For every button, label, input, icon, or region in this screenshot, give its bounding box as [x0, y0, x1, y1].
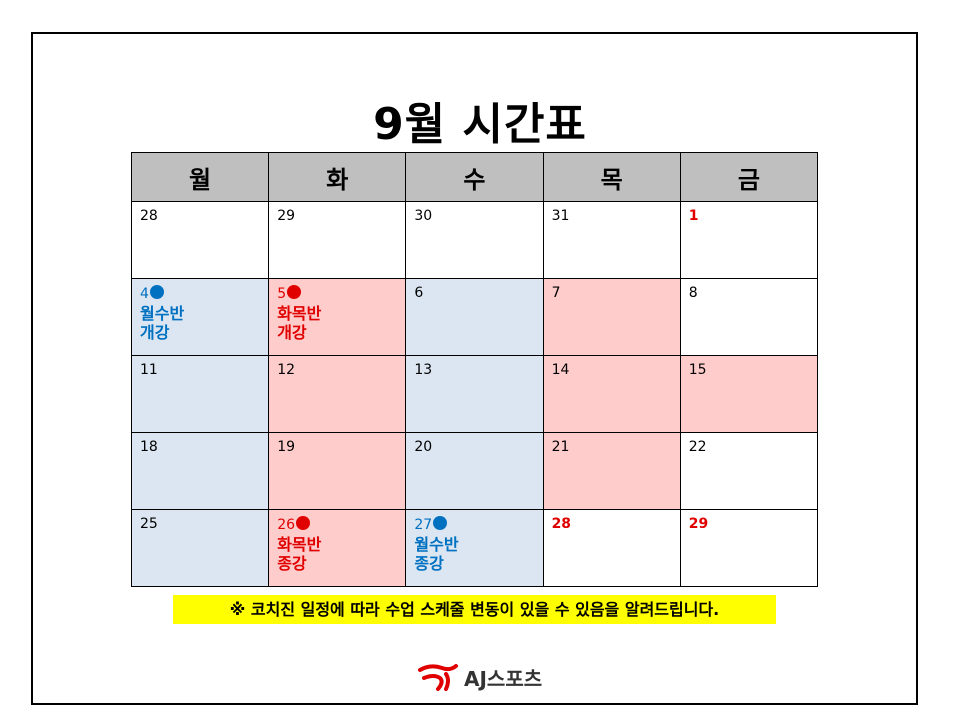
weekday-header-mon: 월 [130, 152, 270, 202]
day-number: 27 [414, 517, 433, 533]
logo-text: AJ스포츠 [464, 666, 543, 691]
day-number: 21 [551, 439, 570, 455]
day-number: 8 [688, 285, 698, 301]
blue-dot-icon [433, 516, 448, 530]
calendar-day-cell: 1 [679, 201, 819, 279]
calendar-day-cell: 7 [542, 278, 681, 356]
calendar-day-cell: 26 화목반 종강 [268, 509, 407, 587]
red-dot-icon [296, 516, 311, 530]
day-number: 1 [688, 208, 699, 224]
calendar-day-cell: 14 [542, 355, 681, 433]
day-number: 18 [140, 439, 158, 455]
weekday-header-wed: 수 [405, 152, 544, 202]
class-event-label: 화목반 [277, 303, 322, 323]
calendar-week-row: 25 26 화목반 종강 27 월수반 종강 28 29 [130, 509, 819, 587]
class-event-label: 월수반 [140, 303, 185, 323]
calendar-week-row: 11 12 13 14 15 [130, 355, 819, 433]
blue-dot-icon [149, 285, 164, 299]
day-number: 12 [277, 362, 296, 378]
calendar-day-cell: 5 화목반 개강 [268, 278, 407, 356]
calendar-day-cell: 19 [268, 432, 407, 510]
day-number: 30 [414, 208, 433, 224]
calendar-day-cell: 13 [405, 355, 544, 433]
calendar-day-cell: 15 [679, 355, 819, 433]
day-number: 22 [688, 439, 707, 455]
weekday-header-tue: 화 [268, 152, 407, 202]
schedule-calendar: 월 화 수 목 금 28 29 30 31 1 4 월수반 개강 5 화목반 개강 6 7 8 11 12 13… [130, 152, 819, 587]
weekday-header-thu: 목 [542, 152, 681, 202]
calendar-day-cell: 8 [679, 278, 819, 356]
day-number: 7 [551, 285, 561, 301]
brand-logo: AJ스포츠 [416, 660, 542, 694]
red-dot-icon [287, 285, 302, 299]
page-title: 9월 시간표 [373, 99, 587, 150]
calendar-day-cell: 4 월수반 개강 [130, 278, 270, 356]
calendar-day-cell: 18 [130, 432, 270, 510]
class-event-label: 종강 [277, 553, 307, 573]
day-number: 15 [688, 362, 707, 378]
calendar-day-cell: 30 [405, 201, 544, 279]
class-event-label: 월수반 [414, 534, 459, 554]
calendar-day-cell: 31 [542, 201, 681, 279]
day-number: 25 [140, 516, 158, 532]
day-number: 13 [414, 362, 433, 378]
calendar-day-cell: 12 [268, 355, 407, 433]
calendar-day-cell: 29 [268, 201, 407, 279]
day-number: 26 [277, 517, 296, 533]
day-number: 19 [277, 439, 296, 455]
day-number: 4 [140, 286, 149, 302]
class-event-label: 종강 [414, 553, 444, 573]
calendar-day-cell: 25 [130, 509, 270, 587]
day-number: 5 [277, 286, 287, 302]
calendar-week-row: 28 29 30 31 1 [130, 201, 819, 279]
calendar-day-cell: 20 [405, 432, 544, 510]
schedule-notice: ※ 코치진 일정에 따라 수업 스케줄 변동이 있을 수 있음을 알려드립니다. [173, 595, 776, 624]
class-event-label: 개강 [277, 322, 307, 342]
calendar-day-cell: 21 [542, 432, 681, 510]
day-number: 6 [414, 285, 424, 301]
day-number: 28 [140, 208, 158, 224]
calendar-week-row: 4 월수반 개강 5 화목반 개강 6 7 8 [130, 278, 819, 356]
day-number: 31 [551, 208, 570, 224]
class-event-label: 개강 [140, 322, 170, 342]
aj-logo-icon [418, 664, 458, 691]
class-event-label: 화목반 [277, 534, 322, 554]
day-number: 11 [140, 362, 158, 378]
calendar-day-cell: 22 [679, 432, 819, 510]
day-number: 20 [414, 439, 433, 455]
calendar-day-cell: 29 [679, 509, 819, 587]
slide-frame [31, 32, 918, 705]
weekday-header-fri: 금 [679, 152, 819, 202]
day-number: 29 [277, 208, 296, 224]
weekday-header-row: 월 화 수 목 금 [130, 152, 819, 202]
day-number: 29 [688, 516, 709, 532]
day-number: 14 [551, 362, 570, 378]
calendar-day-cell: 11 [130, 355, 270, 433]
calendar-day-cell: 28 [542, 509, 681, 587]
day-number: 28 [551, 516, 572, 532]
calendar-day-cell: 6 [405, 278, 544, 356]
calendar-day-cell: 27 월수반 종강 [405, 509, 544, 587]
calendar-week-row: 18 19 20 21 22 [130, 432, 819, 510]
calendar-day-cell: 28 [130, 201, 270, 279]
